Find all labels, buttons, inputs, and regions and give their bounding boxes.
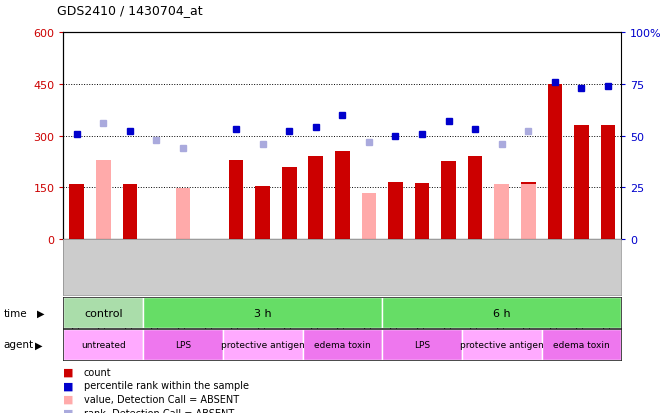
Bar xyxy=(361,193,376,240)
Bar xyxy=(176,189,190,240)
Bar xyxy=(574,126,589,240)
Bar xyxy=(63,329,143,360)
Text: value, Detection Call = ABSENT: value, Detection Call = ABSENT xyxy=(84,394,238,404)
Bar xyxy=(143,329,223,360)
Bar xyxy=(143,297,382,328)
Text: ■: ■ xyxy=(63,380,74,390)
Text: agent: agent xyxy=(3,339,33,350)
Text: LPS: LPS xyxy=(175,340,191,349)
Bar xyxy=(601,126,615,240)
Text: protective antigen: protective antigen xyxy=(221,340,305,349)
Text: edema toxin: edema toxin xyxy=(553,340,610,349)
Bar xyxy=(462,329,542,360)
Bar xyxy=(223,329,303,360)
Bar xyxy=(282,167,297,240)
Text: ■: ■ xyxy=(63,408,74,413)
Text: ▶: ▶ xyxy=(37,308,44,318)
Text: rank, Detection Call = ABSENT: rank, Detection Call = ABSENT xyxy=(84,408,234,413)
Text: control: control xyxy=(84,308,123,318)
Bar xyxy=(382,297,621,328)
Text: untreated: untreated xyxy=(81,340,126,349)
Text: ▶: ▶ xyxy=(35,339,42,350)
Text: percentile rank within the sample: percentile rank within the sample xyxy=(84,380,248,390)
Bar xyxy=(548,85,562,240)
Text: LPS: LPS xyxy=(414,340,430,349)
Bar xyxy=(415,183,430,240)
Bar xyxy=(96,160,111,240)
Text: protective antigen: protective antigen xyxy=(460,340,544,349)
Bar xyxy=(382,329,462,360)
Text: 6 h: 6 h xyxy=(493,308,510,318)
Bar xyxy=(388,183,403,240)
Bar xyxy=(122,185,137,240)
Text: time: time xyxy=(3,308,27,318)
Bar xyxy=(309,157,323,240)
Bar xyxy=(229,160,243,240)
Text: count: count xyxy=(84,367,111,377)
Bar xyxy=(255,186,270,240)
Bar xyxy=(521,183,536,240)
Text: edema toxin: edema toxin xyxy=(314,340,371,349)
Text: ■: ■ xyxy=(63,394,74,404)
Text: 3 h: 3 h xyxy=(254,308,271,318)
Bar xyxy=(63,297,143,328)
Bar xyxy=(303,329,382,360)
Bar xyxy=(521,185,536,240)
Bar xyxy=(494,185,509,240)
Text: GDS2410 / 1430704_at: GDS2410 / 1430704_at xyxy=(57,4,202,17)
Bar xyxy=(335,152,349,240)
Text: ■: ■ xyxy=(63,367,74,377)
Bar xyxy=(468,157,482,240)
Bar xyxy=(542,329,621,360)
Bar xyxy=(69,185,84,240)
Bar xyxy=(442,162,456,240)
